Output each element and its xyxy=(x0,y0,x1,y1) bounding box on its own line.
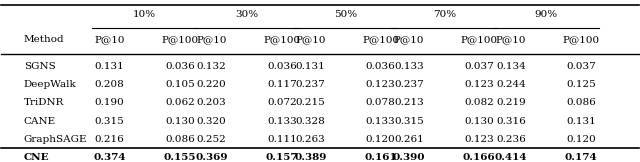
Text: CANE: CANE xyxy=(24,117,56,126)
Text: 0.131: 0.131 xyxy=(566,117,596,126)
Text: 0.389: 0.389 xyxy=(294,153,326,162)
Text: 0.131: 0.131 xyxy=(296,62,325,71)
Text: 0.155: 0.155 xyxy=(164,153,196,162)
Text: 0.120: 0.120 xyxy=(365,135,396,144)
Text: 0.261: 0.261 xyxy=(394,135,424,144)
Text: 0.105: 0.105 xyxy=(165,80,195,89)
Text: 10%: 10% xyxy=(133,10,156,19)
Text: 0.078: 0.078 xyxy=(365,98,396,107)
Text: DeepWalk: DeepWalk xyxy=(24,80,76,89)
Text: 0.133: 0.133 xyxy=(365,117,396,126)
Text: 0.414: 0.414 xyxy=(495,153,527,162)
Text: 0.123: 0.123 xyxy=(465,135,494,144)
Text: P@10: P@10 xyxy=(295,35,326,44)
Text: 0.220: 0.220 xyxy=(196,80,227,89)
Text: 0.072: 0.072 xyxy=(267,98,297,107)
Text: 0.174: 0.174 xyxy=(565,153,598,162)
Text: 0.315: 0.315 xyxy=(394,117,424,126)
Text: P@10: P@10 xyxy=(496,35,527,44)
Text: 0.133: 0.133 xyxy=(394,62,424,71)
Text: P@100: P@100 xyxy=(263,35,300,44)
Text: 0.134: 0.134 xyxy=(496,62,526,71)
Text: 0.036: 0.036 xyxy=(267,62,297,71)
Text: 0.219: 0.219 xyxy=(496,98,526,107)
Text: 0.082: 0.082 xyxy=(465,98,494,107)
Text: 0.190: 0.190 xyxy=(95,98,125,107)
Text: 0.166: 0.166 xyxy=(463,153,496,162)
Text: 0.131: 0.131 xyxy=(95,62,125,71)
Text: 0.130: 0.130 xyxy=(165,117,195,126)
Text: 0.133: 0.133 xyxy=(267,117,297,126)
Text: 0.086: 0.086 xyxy=(566,98,596,107)
Text: Method: Method xyxy=(24,35,64,44)
Text: 0.203: 0.203 xyxy=(196,98,227,107)
Text: 0.216: 0.216 xyxy=(95,135,125,144)
Text: P@10: P@10 xyxy=(95,35,125,44)
Text: CNE: CNE xyxy=(24,153,49,162)
Text: 50%: 50% xyxy=(334,10,357,19)
Text: 70%: 70% xyxy=(433,10,456,19)
Text: 0.086: 0.086 xyxy=(165,135,195,144)
Text: 0.036: 0.036 xyxy=(365,62,396,71)
Text: GraphSAGE: GraphSAGE xyxy=(24,135,87,144)
Text: P@10: P@10 xyxy=(394,35,424,44)
Text: TriDNR: TriDNR xyxy=(24,98,64,107)
Text: 0.316: 0.316 xyxy=(496,117,526,126)
Text: P@100: P@100 xyxy=(362,35,399,44)
Text: 0.252: 0.252 xyxy=(196,135,227,144)
Text: 0.390: 0.390 xyxy=(393,153,426,162)
Text: 0.157: 0.157 xyxy=(266,153,298,162)
Text: 0.161: 0.161 xyxy=(364,153,397,162)
Text: 0.111: 0.111 xyxy=(267,135,297,144)
Text: 0.037: 0.037 xyxy=(566,62,596,71)
Text: 0.117: 0.117 xyxy=(267,80,297,89)
Text: 0.213: 0.213 xyxy=(394,98,424,107)
Text: 0.215: 0.215 xyxy=(296,98,325,107)
Text: 0.132: 0.132 xyxy=(196,62,227,71)
Text: 0.125: 0.125 xyxy=(566,80,596,89)
Text: P@100: P@100 xyxy=(461,35,498,44)
Text: P@100: P@100 xyxy=(161,35,198,44)
Text: 30%: 30% xyxy=(235,10,259,19)
Text: 0.036: 0.036 xyxy=(165,62,195,71)
Text: 0.208: 0.208 xyxy=(95,80,125,89)
Text: 0.328: 0.328 xyxy=(296,117,325,126)
Text: 0.123: 0.123 xyxy=(365,80,396,89)
Text: 0.120: 0.120 xyxy=(566,135,596,144)
Text: 0.320: 0.320 xyxy=(196,117,227,126)
Text: 0.130: 0.130 xyxy=(465,117,494,126)
Text: 90%: 90% xyxy=(534,10,558,19)
Text: 0.037: 0.037 xyxy=(465,62,494,71)
Text: 0.315: 0.315 xyxy=(95,117,125,126)
Text: 0.237: 0.237 xyxy=(296,80,325,89)
Text: 0.062: 0.062 xyxy=(165,98,195,107)
Text: P@100: P@100 xyxy=(563,35,600,44)
Text: 0.237: 0.237 xyxy=(394,80,424,89)
Text: 0.374: 0.374 xyxy=(93,153,126,162)
Text: P@10: P@10 xyxy=(196,35,227,44)
Text: 0.244: 0.244 xyxy=(496,80,526,89)
Text: SGNS: SGNS xyxy=(24,62,56,71)
Text: 0.369: 0.369 xyxy=(195,153,228,162)
Text: 0.123: 0.123 xyxy=(465,80,494,89)
Text: 0.236: 0.236 xyxy=(496,135,526,144)
Text: 0.263: 0.263 xyxy=(296,135,325,144)
